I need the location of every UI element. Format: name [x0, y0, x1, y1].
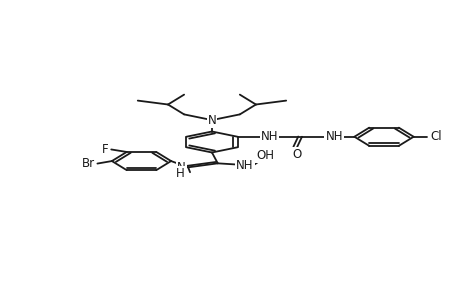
Text: H: H [176, 167, 184, 180]
Text: O: O [293, 149, 302, 161]
Text: NH: NH [261, 130, 278, 143]
Text: OH: OH [256, 149, 274, 162]
Text: F: F [102, 143, 109, 156]
Text: N: N [177, 161, 186, 174]
Text: Br: Br [82, 157, 95, 170]
Text: Cl: Cl [431, 130, 442, 143]
Text: N: N [208, 114, 217, 127]
Text: NH: NH [326, 130, 343, 143]
Text: NH: NH [237, 158, 254, 172]
